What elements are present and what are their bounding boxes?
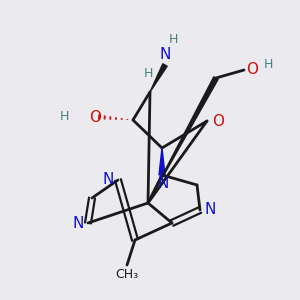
Text: N: N xyxy=(103,172,114,188)
Text: N: N xyxy=(159,47,171,62)
Text: N: N xyxy=(157,176,169,191)
Polygon shape xyxy=(159,148,165,175)
Polygon shape xyxy=(150,64,167,92)
Text: O: O xyxy=(246,62,258,77)
Text: H: H xyxy=(144,67,153,80)
Polygon shape xyxy=(148,77,218,203)
Text: N: N xyxy=(204,202,215,217)
Text: O: O xyxy=(89,110,101,124)
Text: H: H xyxy=(264,58,273,71)
Text: O: O xyxy=(212,113,224,128)
Text: N: N xyxy=(73,215,84,230)
Text: H: H xyxy=(169,33,178,46)
Text: CH₃: CH₃ xyxy=(116,268,139,281)
Text: H: H xyxy=(60,110,69,124)
